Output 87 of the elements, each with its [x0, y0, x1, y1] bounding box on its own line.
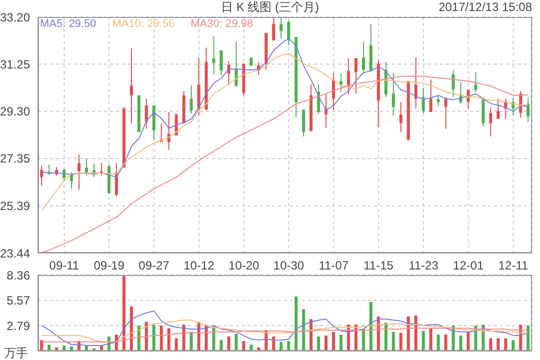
bar: [317, 336, 320, 351]
x-tick-label: 10-12: [184, 258, 215, 273]
candlestick: [489, 107, 492, 137]
candlestick: [392, 72, 395, 116]
bar: [489, 338, 492, 351]
bar: [526, 326, 530, 351]
bar: [220, 340, 223, 351]
text: MA30: 29.98: [190, 18, 254, 31]
candlestick: [302, 109, 306, 137]
candlestick: [414, 57, 418, 110]
bar: [302, 309, 306, 351]
bar: [392, 332, 395, 351]
candlestick: [190, 84, 193, 114]
x-tick-label: 09-19: [94, 258, 125, 273]
bar: [332, 332, 336, 351]
bar: [436, 334, 440, 351]
x-tick-label: 11-23: [408, 258, 439, 273]
candlestick: [362, 41, 365, 73]
bar: [160, 326, 163, 351]
y-tick-label: 8.36: [6, 268, 30, 282]
candlestick: [144, 98, 148, 130]
bar: [242, 341, 246, 351]
bar: [504, 338, 508, 351]
bar: [444, 334, 448, 351]
bar: [324, 336, 328, 351]
candlestick: [78, 154, 81, 190]
candlestick: [130, 48, 133, 124]
chart-title: 日 K 线图 (三个月): [221, 0, 319, 14]
y-tick-label: 33.20: [0, 10, 30, 24]
candlestick: [272, 17, 276, 41]
line-series: [41, 320, 529, 342]
y-tick-label: 23.44: [0, 246, 30, 260]
bar: [362, 329, 365, 351]
y-tick-label: 31.25: [0, 57, 30, 72]
line-series: [41, 53, 529, 211]
bar: [466, 332, 470, 351]
x-tick-label: 12-01: [453, 258, 484, 273]
bar: [399, 332, 402, 351]
bar: [496, 338, 500, 351]
y-tick-label: 5.57: [6, 294, 30, 308]
text: MA10: 29.56: [112, 18, 175, 31]
bar: [167, 328, 170, 351]
candlestick: [496, 98, 500, 120]
bar: [130, 306, 133, 351]
candlestick: [436, 94, 440, 107]
line-series: [41, 310, 529, 346]
text: 2017/12/13 15:08: [438, 0, 532, 15]
candlestick: [354, 58, 358, 94]
candlestick: [399, 102, 402, 133]
bar: [174, 338, 178, 351]
bar: [234, 334, 238, 351]
text: MA5: 29.50: [40, 18, 96, 31]
bar: [369, 302, 372, 351]
x-tick-label: 11-07: [318, 258, 349, 273]
bar: [294, 296, 298, 351]
candlestick: [220, 50, 223, 76]
bar: [287, 341, 290, 351]
bar: [122, 275, 126, 351]
y-tick-label: 2.79: [6, 318, 30, 333]
x-tick-label: 12-11: [498, 258, 529, 273]
bar: [339, 334, 342, 351]
x-tick-label: 09-27: [138, 258, 170, 273]
bar: [512, 340, 515, 351]
bar: [422, 331, 425, 351]
candlestick: [444, 97, 448, 130]
x-tick-label: 09-11: [49, 258, 80, 273]
candlestick: [287, 20, 290, 46]
candlestick: [429, 79, 432, 113]
candlestick: [422, 87, 425, 114]
candlestick: [40, 164, 44, 186]
x-tick-label: 11-15: [364, 258, 394, 273]
candlestick: [212, 36, 216, 75]
y-tick-label: 27.35: [0, 152, 30, 166]
y-axis-title: 万手: [4, 345, 28, 360]
bar: [459, 336, 462, 351]
line-series: [41, 328, 529, 342]
y-tick-label: 25.39: [0, 199, 30, 214]
y-tick-label: 29.30: [0, 104, 30, 119]
x-tick-label: 10-20: [228, 258, 260, 273]
bar: [152, 324, 156, 351]
candlestick: [280, 18, 283, 40]
candlestick: [474, 72, 478, 92]
x-tick-label: 10-30: [273, 258, 304, 273]
candlestick: [452, 69, 455, 98]
bar: [227, 336, 230, 351]
candlestick: [346, 58, 350, 95]
bar: [429, 328, 432, 351]
